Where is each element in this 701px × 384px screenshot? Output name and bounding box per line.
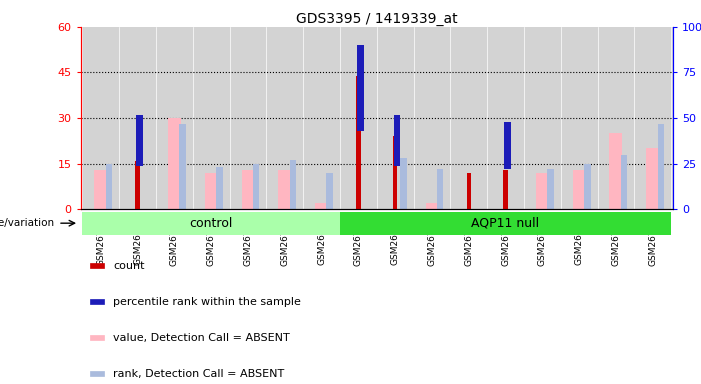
Text: AQP11 null: AQP11 null: [472, 217, 540, 230]
Bar: [356, 76, 360, 209]
Bar: [290, 160, 297, 209]
Bar: [620, 155, 627, 209]
Bar: [327, 173, 333, 209]
Text: percentile rank within the sample: percentile rank within the sample: [113, 297, 301, 307]
Bar: [90, 300, 104, 305]
Bar: [646, 149, 659, 209]
Bar: [426, 203, 438, 209]
Bar: [168, 118, 181, 209]
Bar: [573, 170, 585, 209]
Bar: [136, 115, 143, 166]
Bar: [437, 169, 443, 209]
Bar: [467, 173, 471, 209]
Bar: [504, 122, 511, 169]
Text: control: control: [189, 217, 233, 230]
Bar: [135, 161, 140, 209]
Bar: [90, 335, 104, 341]
Bar: [90, 263, 104, 268]
Bar: [393, 136, 397, 209]
Bar: [340, 212, 671, 235]
Bar: [503, 170, 508, 209]
Text: rank, Detection Call = ABSENT: rank, Detection Call = ABSENT: [113, 369, 284, 379]
Bar: [315, 203, 328, 209]
Text: genotype/variation: genotype/variation: [0, 218, 55, 228]
Bar: [216, 167, 223, 209]
Bar: [584, 164, 590, 209]
Bar: [609, 133, 622, 209]
Bar: [357, 45, 364, 131]
Bar: [242, 170, 254, 209]
Bar: [278, 170, 291, 209]
Bar: [658, 124, 664, 209]
Bar: [179, 124, 186, 209]
Bar: [547, 169, 554, 209]
Title: GDS3395 / 1419339_at: GDS3395 / 1419339_at: [296, 12, 458, 26]
Text: value, Detection Call = ABSENT: value, Detection Call = ABSENT: [113, 333, 290, 343]
Bar: [394, 115, 400, 166]
Bar: [205, 173, 218, 209]
Bar: [83, 212, 340, 235]
Bar: [536, 173, 549, 209]
Bar: [400, 158, 407, 209]
Bar: [106, 164, 112, 209]
Bar: [95, 170, 107, 209]
Text: count: count: [113, 261, 144, 271]
Bar: [90, 371, 104, 376]
Bar: [253, 164, 259, 209]
